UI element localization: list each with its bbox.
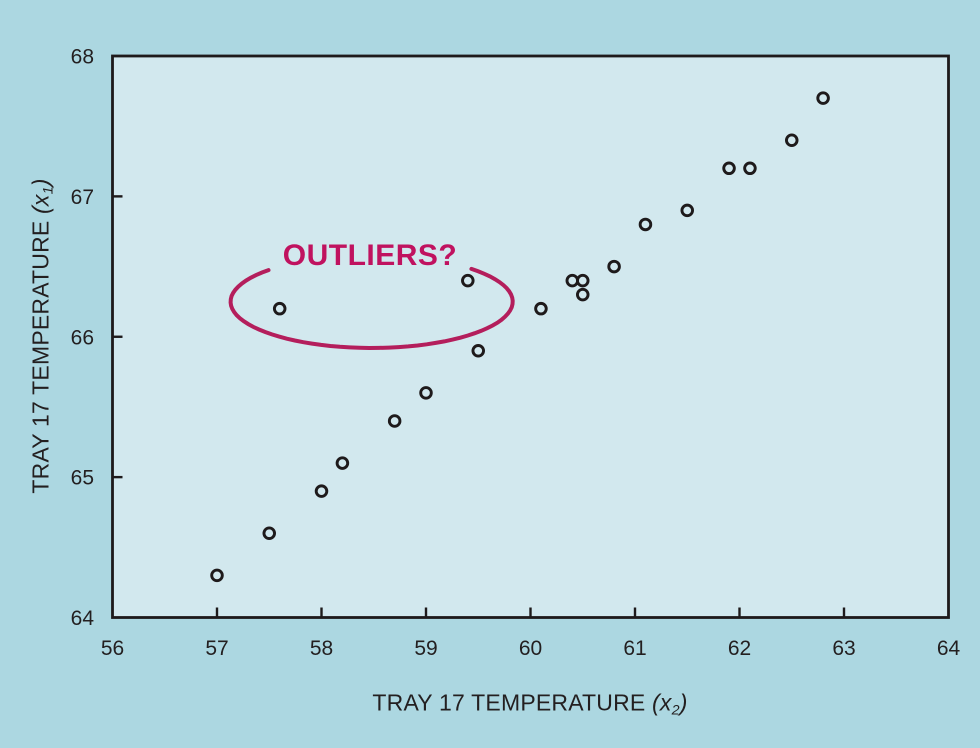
x-tick-label: 60 xyxy=(519,637,542,660)
y-tick-label: 65 xyxy=(71,467,94,490)
data-point xyxy=(722,161,736,176)
data-point xyxy=(314,484,329,498)
y-tick-label: 67 xyxy=(71,186,94,209)
data-point xyxy=(262,526,277,541)
data-point xyxy=(638,217,653,232)
x-axis-title-text: TRAY 17 TEMPERATURE xyxy=(372,689,653,716)
x-tick-label: 63 xyxy=(832,637,855,660)
data-point xyxy=(272,301,287,316)
y-axis-title: TRAY 17 TEMPERATURE (x1) xyxy=(27,178,57,494)
y-tick-label: 64 xyxy=(71,607,95,630)
x-axis-title: TRAY 17 TEMPERATURE (x2) xyxy=(372,689,688,719)
x-tick-label: 62 xyxy=(728,637,751,660)
outliers-ellipse xyxy=(228,266,515,351)
data-point xyxy=(743,161,757,176)
x-tick-label: 58 xyxy=(310,637,333,660)
x-tick-label: 64 xyxy=(937,637,961,660)
data-point xyxy=(471,344,486,358)
data-point xyxy=(335,456,350,470)
data-point xyxy=(785,133,799,147)
x-tick-label: 61 xyxy=(623,637,646,660)
data-point xyxy=(607,259,621,274)
data-point xyxy=(680,203,695,218)
data-point xyxy=(387,414,402,428)
x-tick-label: 59 xyxy=(414,637,437,660)
x-tick-label: 56 xyxy=(101,637,124,660)
data-point xyxy=(419,386,433,400)
y-axis-title-text: TRAY 17 TEMPERATURE xyxy=(27,213,54,494)
outliers-annotation-label: OUTLIERS? xyxy=(282,239,458,272)
data-point xyxy=(210,568,224,583)
data-point xyxy=(461,273,475,288)
data-point xyxy=(816,91,830,105)
x-axis-variable: (x2) xyxy=(652,689,688,719)
data-point xyxy=(534,301,548,316)
y-tick-label: 66 xyxy=(71,326,94,349)
data-point xyxy=(576,287,590,302)
y-axis-variable: (x1) xyxy=(27,178,57,214)
plot-border xyxy=(111,54,950,619)
plot-background xyxy=(112,56,949,618)
y-tick-label: 68 xyxy=(71,46,94,69)
x-tick-label: 57 xyxy=(205,637,228,660)
data-point xyxy=(576,273,590,288)
